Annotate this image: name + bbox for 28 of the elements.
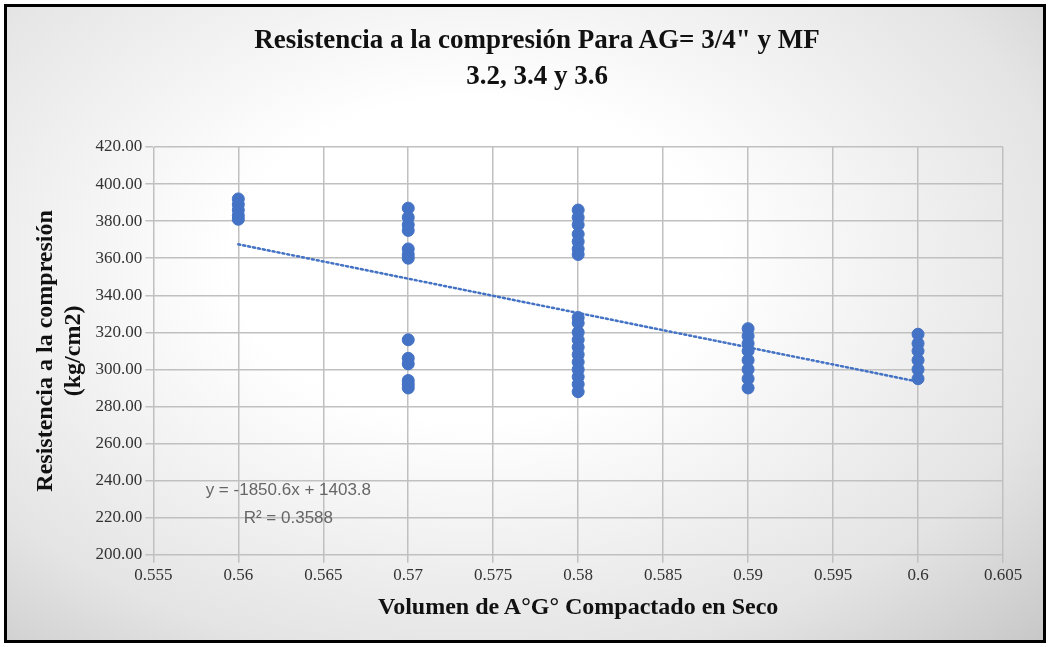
x-tick-label: 0.605	[983, 565, 1023, 585]
y-tick-label: 240.00	[95, 470, 143, 490]
x-tick-label: 0.555	[134, 565, 173, 585]
y-tick-label: 280.00	[95, 395, 143, 415]
y-tick-label: 320.00	[95, 321, 143, 341]
annotation: y = -1850.6x + 1403.8	[205, 479, 372, 499]
x-tick-label: 0.595	[813, 565, 853, 585]
x-tick-label: 0.58	[563, 565, 594, 585]
x-tick-label: 0.585	[644, 565, 683, 585]
x-tick-label: 0.57	[393, 565, 424, 585]
y-tick-label: 260.00	[95, 433, 143, 453]
x-tick-label: 0.565	[304, 565, 343, 585]
chart-title: Resistencia a la compresión Para AG= 3/4" y MF 3.2, 3.4 y 3.6	[253, 23, 821, 93]
x-tick-label: 0.56	[223, 565, 254, 585]
y-tick-label: 380.00	[95, 210, 143, 230]
y-tick-label: 340.00	[95, 284, 143, 304]
x-tick-label: 0.59	[733, 565, 763, 585]
y-tick-label: 360.00	[95, 247, 143, 267]
y-tick-label: 300.00	[95, 358, 143, 378]
annotation: R² = 0.3588	[243, 507, 334, 527]
x-axis-title: Volumen de A°G° Compactado en Seco	[378, 592, 779, 619]
y-tick-label: 220.00	[95, 507, 143, 527]
y-tick-label: 420.00	[95, 136, 143, 156]
y-tick-label: 400.00	[95, 173, 143, 193]
x-tick-label: 0.6	[907, 565, 929, 585]
y-tick-label: 200.00	[95, 544, 143, 564]
y-axis-title: Resistencia a la compresión (kg/cm2)	[30, 210, 86, 492]
x-tick-label: 0.575	[474, 565, 513, 585]
